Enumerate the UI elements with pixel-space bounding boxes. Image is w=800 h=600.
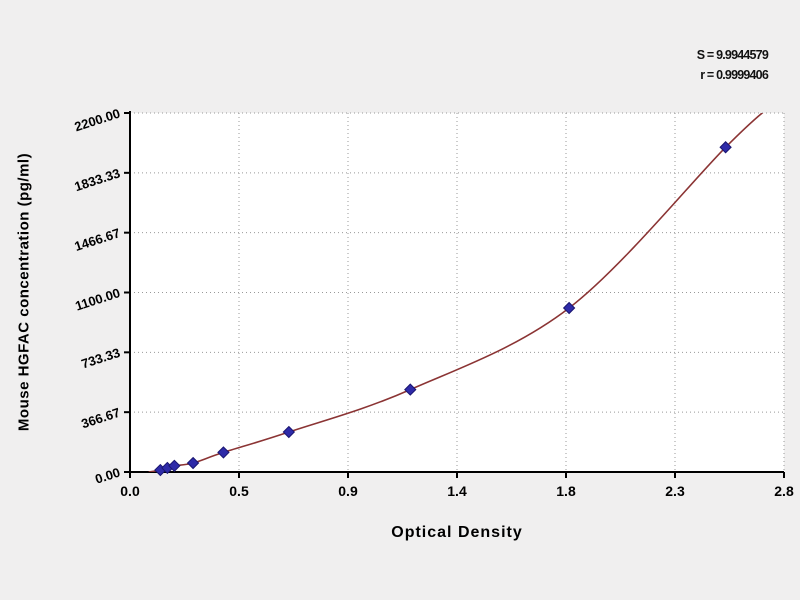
- data-point: [282, 425, 296, 439]
- x-tick-label: 0.5: [229, 483, 249, 499]
- data-point: [186, 456, 200, 470]
- x-tick-label: 2.3: [665, 483, 685, 499]
- y-tick-label: 1100.00: [73, 285, 122, 314]
- y-tick-label: 366.67: [79, 405, 121, 432]
- y-axis-title: Mouse HGFAC concentration (pg/ml): [15, 152, 33, 432]
- data-point: [719, 141, 732, 154]
- plot-area: [130, 113, 784, 472]
- x-axis-title: Optical Density: [391, 524, 523, 541]
- data-point: [404, 383, 417, 396]
- x-tick-label: 1.8: [556, 483, 576, 499]
- fit-s-value: S = 9.9944579: [696, 48, 769, 62]
- y-tick-label: 1833.33: [73, 165, 122, 194]
- data-point: [217, 446, 230, 459]
- y-tick-label: 733.33: [79, 345, 121, 372]
- data-point: [562, 301, 576, 315]
- y-tick-label: 1466.67: [73, 225, 122, 254]
- x-tick-label: 2.8: [774, 483, 794, 499]
- x-tick-label: 0.0: [120, 483, 140, 499]
- y-tick-label: 2200.00: [73, 106, 122, 135]
- y-tick-label: 0.00: [93, 465, 122, 487]
- x-tick-label: 0.9: [338, 483, 358, 499]
- x-tick-label: 1.4: [447, 483, 467, 499]
- data-point: [168, 459, 181, 473]
- fit-r-value: r = 0.9999406: [700, 68, 769, 82]
